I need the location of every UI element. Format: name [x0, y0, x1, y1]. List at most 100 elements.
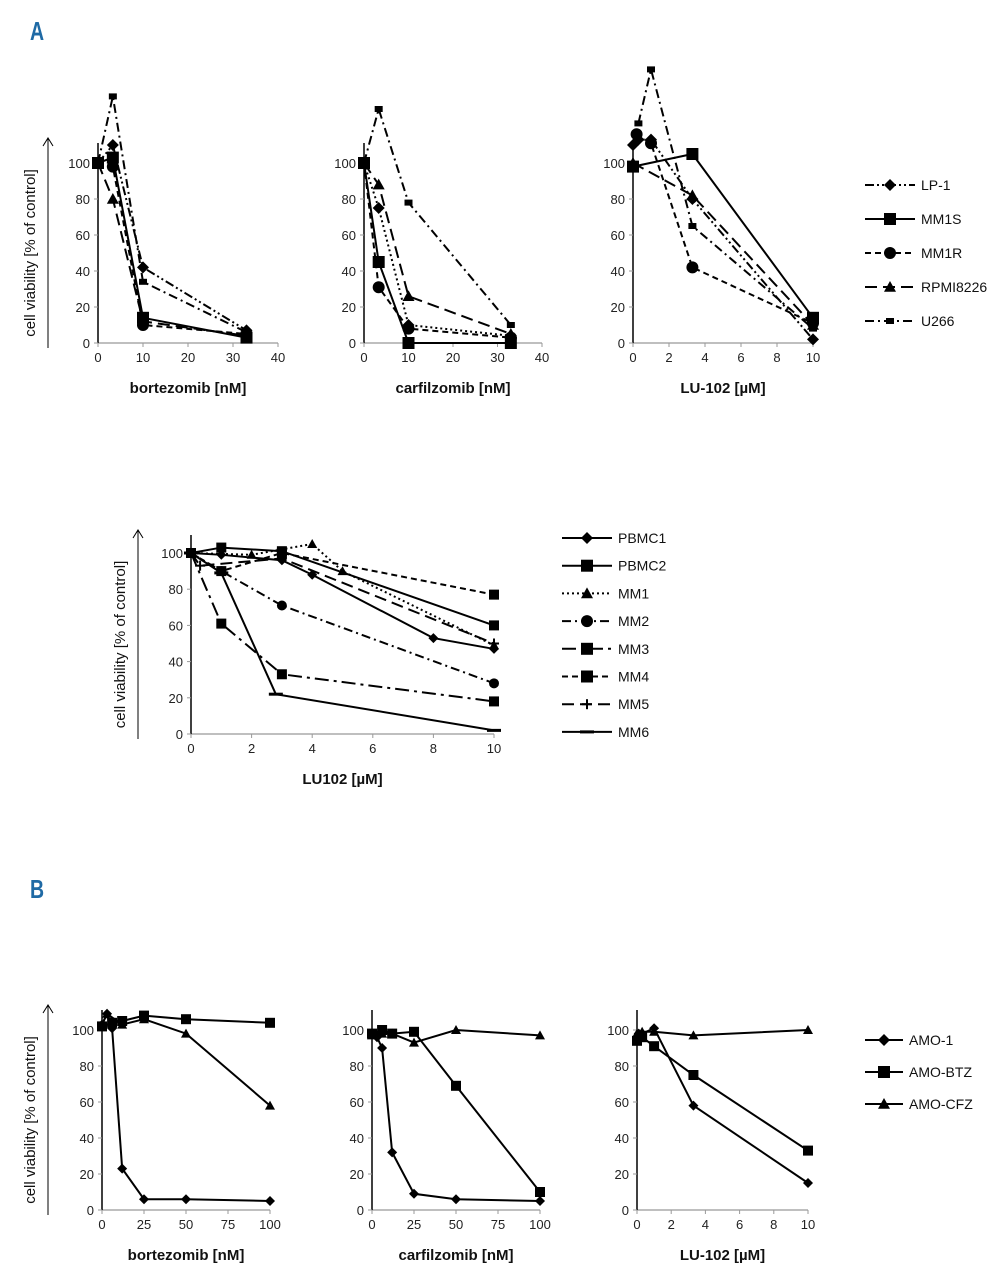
- legend-item: MM4: [562, 669, 649, 685]
- smallsquare-marker: [374, 106, 383, 112]
- x-tick-label: 20: [446, 350, 460, 365]
- x-tick-label: 75: [221, 1217, 235, 1232]
- y-tick-label: 60: [350, 1095, 364, 1110]
- square-marker: [276, 548, 287, 558]
- y-tick-label: 0: [83, 336, 90, 351]
- diamond-marker: [265, 1196, 275, 1206]
- diamond-marker: [581, 532, 593, 544]
- legend-label: MM6: [618, 724, 649, 740]
- x-tick-label: 0: [98, 1217, 105, 1232]
- triangle-marker: [117, 1019, 128, 1029]
- x-tick-label: 40: [271, 350, 285, 365]
- square-marker: [489, 589, 499, 600]
- series-line: [190, 552, 495, 732]
- series-line: [363, 162, 511, 344]
- triangle-marker: [402, 290, 415, 301]
- y-tick-label: 40: [342, 264, 356, 279]
- x-tick-label: 0: [187, 741, 194, 756]
- smallsquare-marker: [404, 199, 413, 206]
- x-axis-label: carfilzomib [nM]: [399, 1247, 514, 1264]
- y-tick-label: 80: [80, 1059, 94, 1074]
- x-tick-label: 25: [407, 1217, 421, 1232]
- series-line: [190, 542, 495, 647]
- diamond-marker: [451, 1194, 461, 1205]
- y-axis-label: cell viability [% of control]: [112, 561, 129, 729]
- smallsquare-marker: [634, 120, 643, 127]
- y-tick-label: 100: [161, 546, 183, 561]
- smallsquare-marker: [360, 160, 368, 166]
- y-tick-label: 100: [334, 156, 356, 171]
- legend-item: AMO-1: [865, 1032, 954, 1048]
- y-tick-label: 0: [87, 1203, 94, 1218]
- y-tick-label: 40: [350, 1131, 364, 1146]
- x-tick-label: 10: [487, 741, 501, 756]
- series-RPMI8226: [627, 157, 819, 330]
- triangle-marker: [137, 315, 149, 327]
- y-tick-label: 80: [169, 582, 183, 597]
- square-marker: [637, 1032, 648, 1043]
- legend-label: AMO-BTZ: [909, 1064, 972, 1080]
- diamond-marker: [387, 1147, 398, 1158]
- y-arrow-head: [42, 137, 54, 147]
- triangle-marker: [265, 1100, 275, 1110]
- series-LP-1: [627, 133, 819, 346]
- y-tick-label: 80: [611, 192, 625, 207]
- x-tick-label: 6: [737, 350, 744, 365]
- y-tick-label: 80: [350, 1059, 364, 1074]
- diamond-marker: [428, 633, 439, 644]
- circle-marker: [402, 322, 415, 335]
- series-U266: [94, 93, 251, 336]
- legend-label: PBMC2: [618, 558, 666, 574]
- smallsquare-marker: [809, 325, 817, 332]
- diamond-marker: [106, 139, 119, 151]
- legend-label: LP-1: [921, 177, 951, 193]
- diamond-marker: [372, 202, 385, 214]
- legend-item: AMO-CFZ: [865, 1096, 973, 1112]
- y-tick-label: 20: [76, 300, 90, 315]
- legend-item: MM1S: [865, 211, 961, 227]
- series-AMO-1: [367, 1028, 545, 1206]
- y-tick-label: 40: [80, 1131, 94, 1146]
- diamond-marker: [878, 1034, 890, 1046]
- y-tick-label: 40: [76, 264, 90, 279]
- y-tick-label: 100: [607, 1023, 629, 1038]
- circle-marker: [581, 615, 593, 628]
- triangle-marker: [504, 328, 517, 339]
- y-tick-label: 100: [68, 156, 90, 171]
- circle-marker: [686, 261, 699, 274]
- series-AMO-CFZ: [632, 1025, 813, 1040]
- x-axis-label: bortezomib [nM]: [130, 380, 247, 397]
- y-tick-label: 0: [618, 336, 625, 351]
- x-tick-label: 30: [226, 350, 240, 365]
- triangle-marker: [372, 178, 385, 190]
- x-tick-label: 2: [248, 741, 255, 756]
- smallsquare-marker: [886, 318, 894, 324]
- square-marker: [632, 1035, 642, 1046]
- smallsquare-marker: [108, 93, 117, 100]
- x-tick-label: 50: [179, 1217, 193, 1232]
- y-tick-label: 80: [615, 1059, 629, 1074]
- square-marker: [216, 618, 227, 629]
- legend-a-primary: PBMC1 PBMC2 MM1 MM2 MM3 MM4 MM5 MM6: [562, 530, 666, 740]
- triangle-marker: [367, 1030, 377, 1040]
- series-line: [636, 1035, 809, 1152]
- y-tick-label: 60: [169, 618, 183, 633]
- y-tick-label: 0: [349, 336, 356, 351]
- x-tick-label: 2: [665, 350, 672, 365]
- legend-a-lines: LP-1 MM1S MM1R RPMI8226 U266: [865, 177, 987, 329]
- x-tick-label: 6: [369, 741, 376, 756]
- y-tick-label: 40: [615, 1131, 629, 1146]
- diamond-marker: [137, 261, 149, 274]
- x-tick-label: 0: [368, 1217, 375, 1232]
- series-U266: [634, 66, 817, 332]
- panel-label-b: B: [30, 874, 45, 904]
- legend-b: AMO-1 AMO-BTZ AMO-CFZ: [865, 1032, 973, 1112]
- y-tick-label: 20: [169, 691, 183, 706]
- y-tick-label: 60: [76, 228, 90, 243]
- series-line: [363, 105, 512, 326]
- legend-label: MM1: [618, 585, 649, 601]
- series-line: [101, 1011, 271, 1202]
